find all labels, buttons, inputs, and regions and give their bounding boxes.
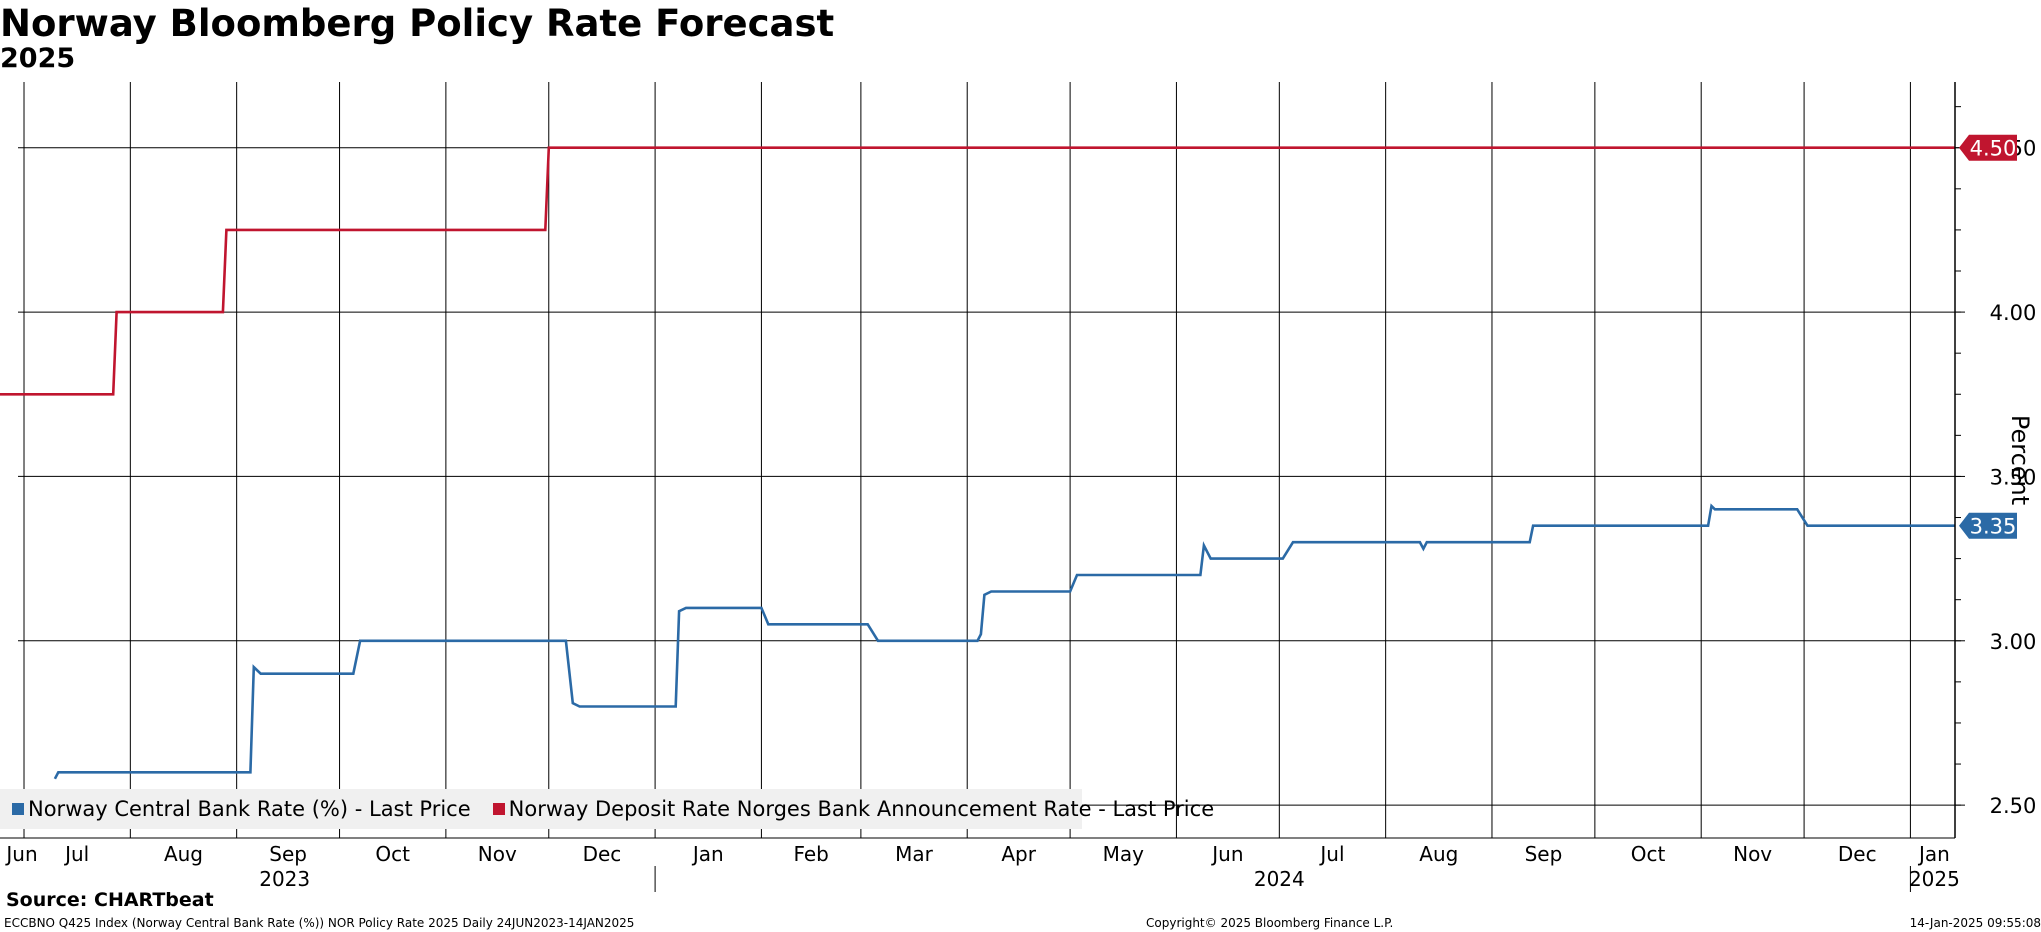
x-axis: Jun Jul Aug Sep Oct Nov Dec Jan Feb Mar Apr May Jun J… <box>0 837 1960 892</box>
series-layer <box>0 146 1955 780</box>
x-month-label-0: Jun <box>4 842 37 866</box>
x-month-label-16: Oct <box>1631 842 1666 866</box>
y-axis: 2.503.003.504.004.503.354.50 <box>1954 82 2037 838</box>
legend-item-deposit-rate: Norway Deposit Rate Norges Bank Announce… <box>492 797 1215 821</box>
y-tick-label-1: 3.00 <box>1990 630 2037 654</box>
legend-item-central-bank-rate: Norway Central Bank Rate (%) - Last Pric… <box>12 797 471 821</box>
x-month-label-12: Jun <box>1210 842 1243 866</box>
chart-title: Norway Bloomberg Policy Rate Forecast <box>0 2 835 45</box>
x-month-label-15: Sep <box>1525 842 1563 866</box>
x-month-label-6: Dec <box>583 842 622 866</box>
x-month-label-18: Dec <box>1838 842 1877 866</box>
footer-copyright: Copyright© 2025 Bloomberg Finance L.P. <box>1146 916 1394 930</box>
last-value-label-0: 3.35 <box>1959 512 2017 539</box>
footer-ticker-info: ECCBNO Q425 Index (Norway Central Bank R… <box>4 916 635 930</box>
y-axis-label: Percent <box>2006 415 2034 505</box>
grid-layer <box>18 82 1955 838</box>
x-month-label-11: May <box>1103 842 1145 866</box>
x-month-label-3: Sep <box>269 842 307 866</box>
x-month-label-14: Aug <box>1419 842 1458 866</box>
last-value-text-0: 3.35 <box>1970 515 2017 539</box>
y-tick-label-0: 2.50 <box>1990 794 2037 818</box>
x-month-label-10: Apr <box>1001 842 1036 866</box>
x-month-label-8: Feb <box>793 842 828 866</box>
x-month-label-13: Jul <box>1318 842 1344 866</box>
x-month-label-9: Mar <box>895 842 934 866</box>
last-value-badge-0 <box>1959 512 2017 539</box>
x-month-label-4: Oct <box>375 842 410 866</box>
last-value-label-1: 4.50 <box>1959 134 2017 161</box>
legend: Norway Central Bank Rate (%) - Last Pric… <box>0 789 1214 829</box>
x-month-label-2: Aug <box>164 842 203 866</box>
series-line-1 <box>0 146 1955 396</box>
footer-timestamp: 14-Jan-2025 09:55:08 <box>1909 916 2041 930</box>
x-month-label-7: Jan <box>691 842 724 866</box>
legend-swatch-blue <box>12 803 24 815</box>
source-note: Source: CHARTbeat <box>6 889 214 911</box>
chart-subtitle: 2025 <box>0 43 76 74</box>
x-month-label-1: Jul <box>63 842 89 866</box>
x-year-label-0: 2023 <box>259 867 310 891</box>
last-value-text-1: 4.50 <box>1970 137 2017 161</box>
y-tick-label-2: 3.50 <box>1990 465 2037 489</box>
last-value-badge-1 <box>1959 134 2017 161</box>
y-tick-label-3: 4.00 <box>1990 301 2037 325</box>
x-month-label-5: Nov <box>478 842 517 866</box>
x-year-label-1: 2024 <box>1254 867 1305 891</box>
legend-label-deposit-rate: Norway Deposit Rate Norges Bank Announce… <box>508 797 1215 821</box>
x-month-label-19: Jan <box>1917 842 1950 866</box>
x-year-label-2: 2025 <box>1909 867 1960 891</box>
x-month-label-17: Nov <box>1733 842 1772 866</box>
legend-label-central-bank-rate: Norway Central Bank Rate (%) - Last Pric… <box>28 797 471 821</box>
legend-swatch-red <box>492 803 505 815</box>
series-line-0 <box>53 503 1955 780</box>
